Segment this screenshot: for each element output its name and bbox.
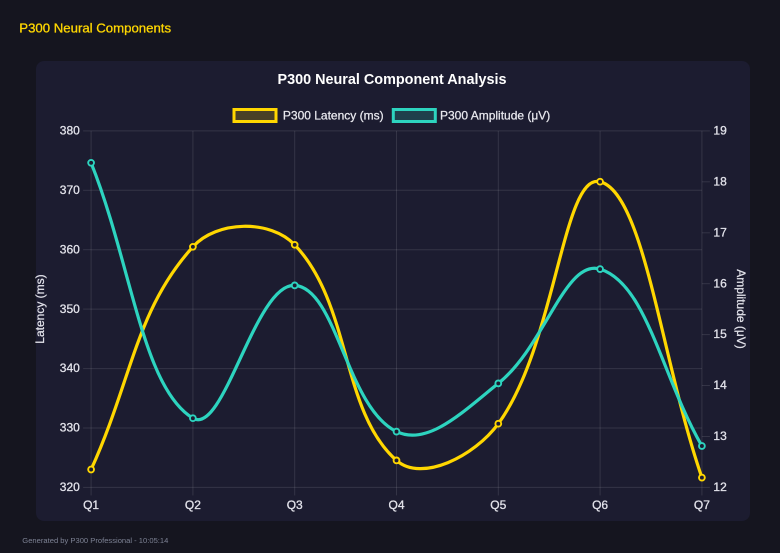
svg-text:Q5: Q5 [490,498,506,512]
svg-text:19: 19 [713,124,727,138]
svg-text:13: 13 [713,429,727,443]
svg-text:Q3: Q3 [287,498,303,512]
svg-text:18: 18 [713,174,727,188]
svg-text:17: 17 [713,225,727,239]
svg-text:Q7: Q7 [694,498,710,512]
svg-text:15: 15 [713,327,727,341]
svg-text:Latency (ms): Latency (ms) [33,274,47,343]
svg-text:16: 16 [713,276,727,290]
svg-text:350: 350 [60,302,80,316]
svg-text:Q4: Q4 [388,498,404,512]
svg-text:Q6: Q6 [592,498,608,512]
svg-text:340: 340 [60,361,80,375]
svg-text:Q2: Q2 [185,498,201,512]
svg-text:Q1: Q1 [83,498,99,512]
svg-text:Generated by P300 Professional: Generated by P300 Professional - 10:05:1… [22,536,168,545]
svg-text:P300 Latency (ms): P300 Latency (ms) [283,109,384,123]
svg-text:380: 380 [60,124,80,138]
svg-text:Amplitude (μV): Amplitude (μV) [734,269,748,349]
svg-text:370: 370 [60,183,80,197]
svg-text:12: 12 [713,480,727,494]
svg-text:P300 Neural Component Analysis: P300 Neural Component Analysis [278,72,507,88]
svg-text:P300 Neural Components: P300 Neural Components [19,20,171,35]
svg-text:360: 360 [60,242,80,256]
svg-text:320: 320 [60,480,80,494]
svg-text:P300 Amplitude (μV): P300 Amplitude (μV) [440,109,550,123]
svg-text:330: 330 [60,421,80,435]
svg-text:14: 14 [713,378,727,392]
